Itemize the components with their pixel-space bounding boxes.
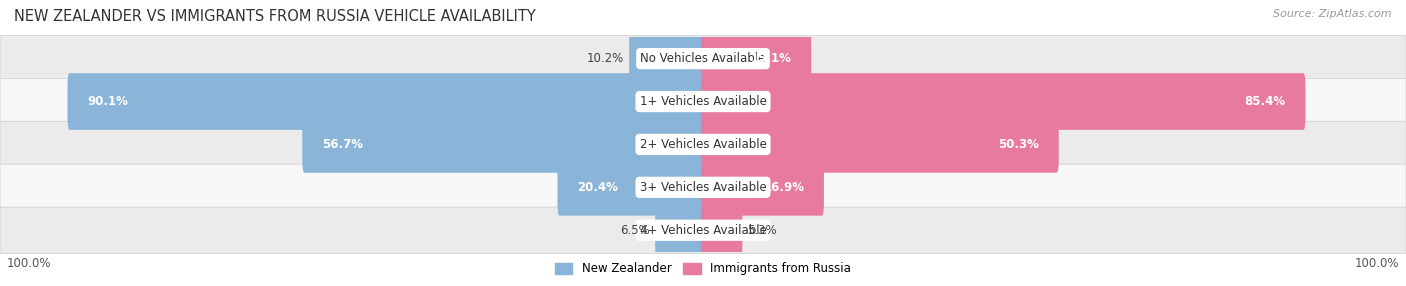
Text: 100.0%: 100.0%	[1354, 257, 1399, 270]
Text: 100.0%: 100.0%	[7, 257, 52, 270]
FancyBboxPatch shape	[700, 159, 824, 216]
Text: 10.2%: 10.2%	[588, 52, 624, 65]
Text: 16.9%: 16.9%	[763, 181, 804, 194]
Text: 50.3%: 50.3%	[998, 138, 1039, 151]
Text: 15.1%: 15.1%	[751, 52, 792, 65]
Text: 3+ Vehicles Available: 3+ Vehicles Available	[640, 181, 766, 194]
FancyBboxPatch shape	[558, 159, 706, 216]
Text: NEW ZEALANDER VS IMMIGRANTS FROM RUSSIA VEHICLE AVAILABILITY: NEW ZEALANDER VS IMMIGRANTS FROM RUSSIA …	[14, 9, 536, 23]
FancyBboxPatch shape	[302, 116, 706, 173]
FancyBboxPatch shape	[67, 73, 704, 130]
FancyBboxPatch shape	[700, 116, 1059, 173]
Legend: New Zealander, Immigrants from Russia: New Zealander, Immigrants from Russia	[550, 258, 856, 280]
Text: 56.7%: 56.7%	[322, 138, 363, 151]
FancyBboxPatch shape	[700, 202, 742, 259]
Text: 1+ Vehicles Available: 1+ Vehicles Available	[640, 95, 766, 108]
Text: 85.4%: 85.4%	[1244, 95, 1286, 108]
FancyBboxPatch shape	[655, 202, 706, 259]
FancyBboxPatch shape	[0, 121, 1406, 168]
Text: 20.4%: 20.4%	[578, 181, 619, 194]
FancyBboxPatch shape	[700, 30, 811, 87]
FancyBboxPatch shape	[0, 207, 1406, 253]
FancyBboxPatch shape	[0, 35, 1406, 82]
FancyBboxPatch shape	[630, 30, 706, 87]
Text: No Vehicles Available: No Vehicles Available	[640, 52, 766, 65]
Text: 5.3%: 5.3%	[748, 224, 778, 237]
Text: 6.5%: 6.5%	[620, 224, 650, 237]
FancyBboxPatch shape	[0, 78, 1406, 125]
Text: 90.1%: 90.1%	[87, 95, 128, 108]
FancyBboxPatch shape	[700, 73, 1305, 130]
FancyBboxPatch shape	[0, 164, 1406, 210]
Text: 2+ Vehicles Available: 2+ Vehicles Available	[640, 138, 766, 151]
Text: Source: ZipAtlas.com: Source: ZipAtlas.com	[1274, 9, 1392, 19]
Text: 4+ Vehicles Available: 4+ Vehicles Available	[640, 224, 766, 237]
